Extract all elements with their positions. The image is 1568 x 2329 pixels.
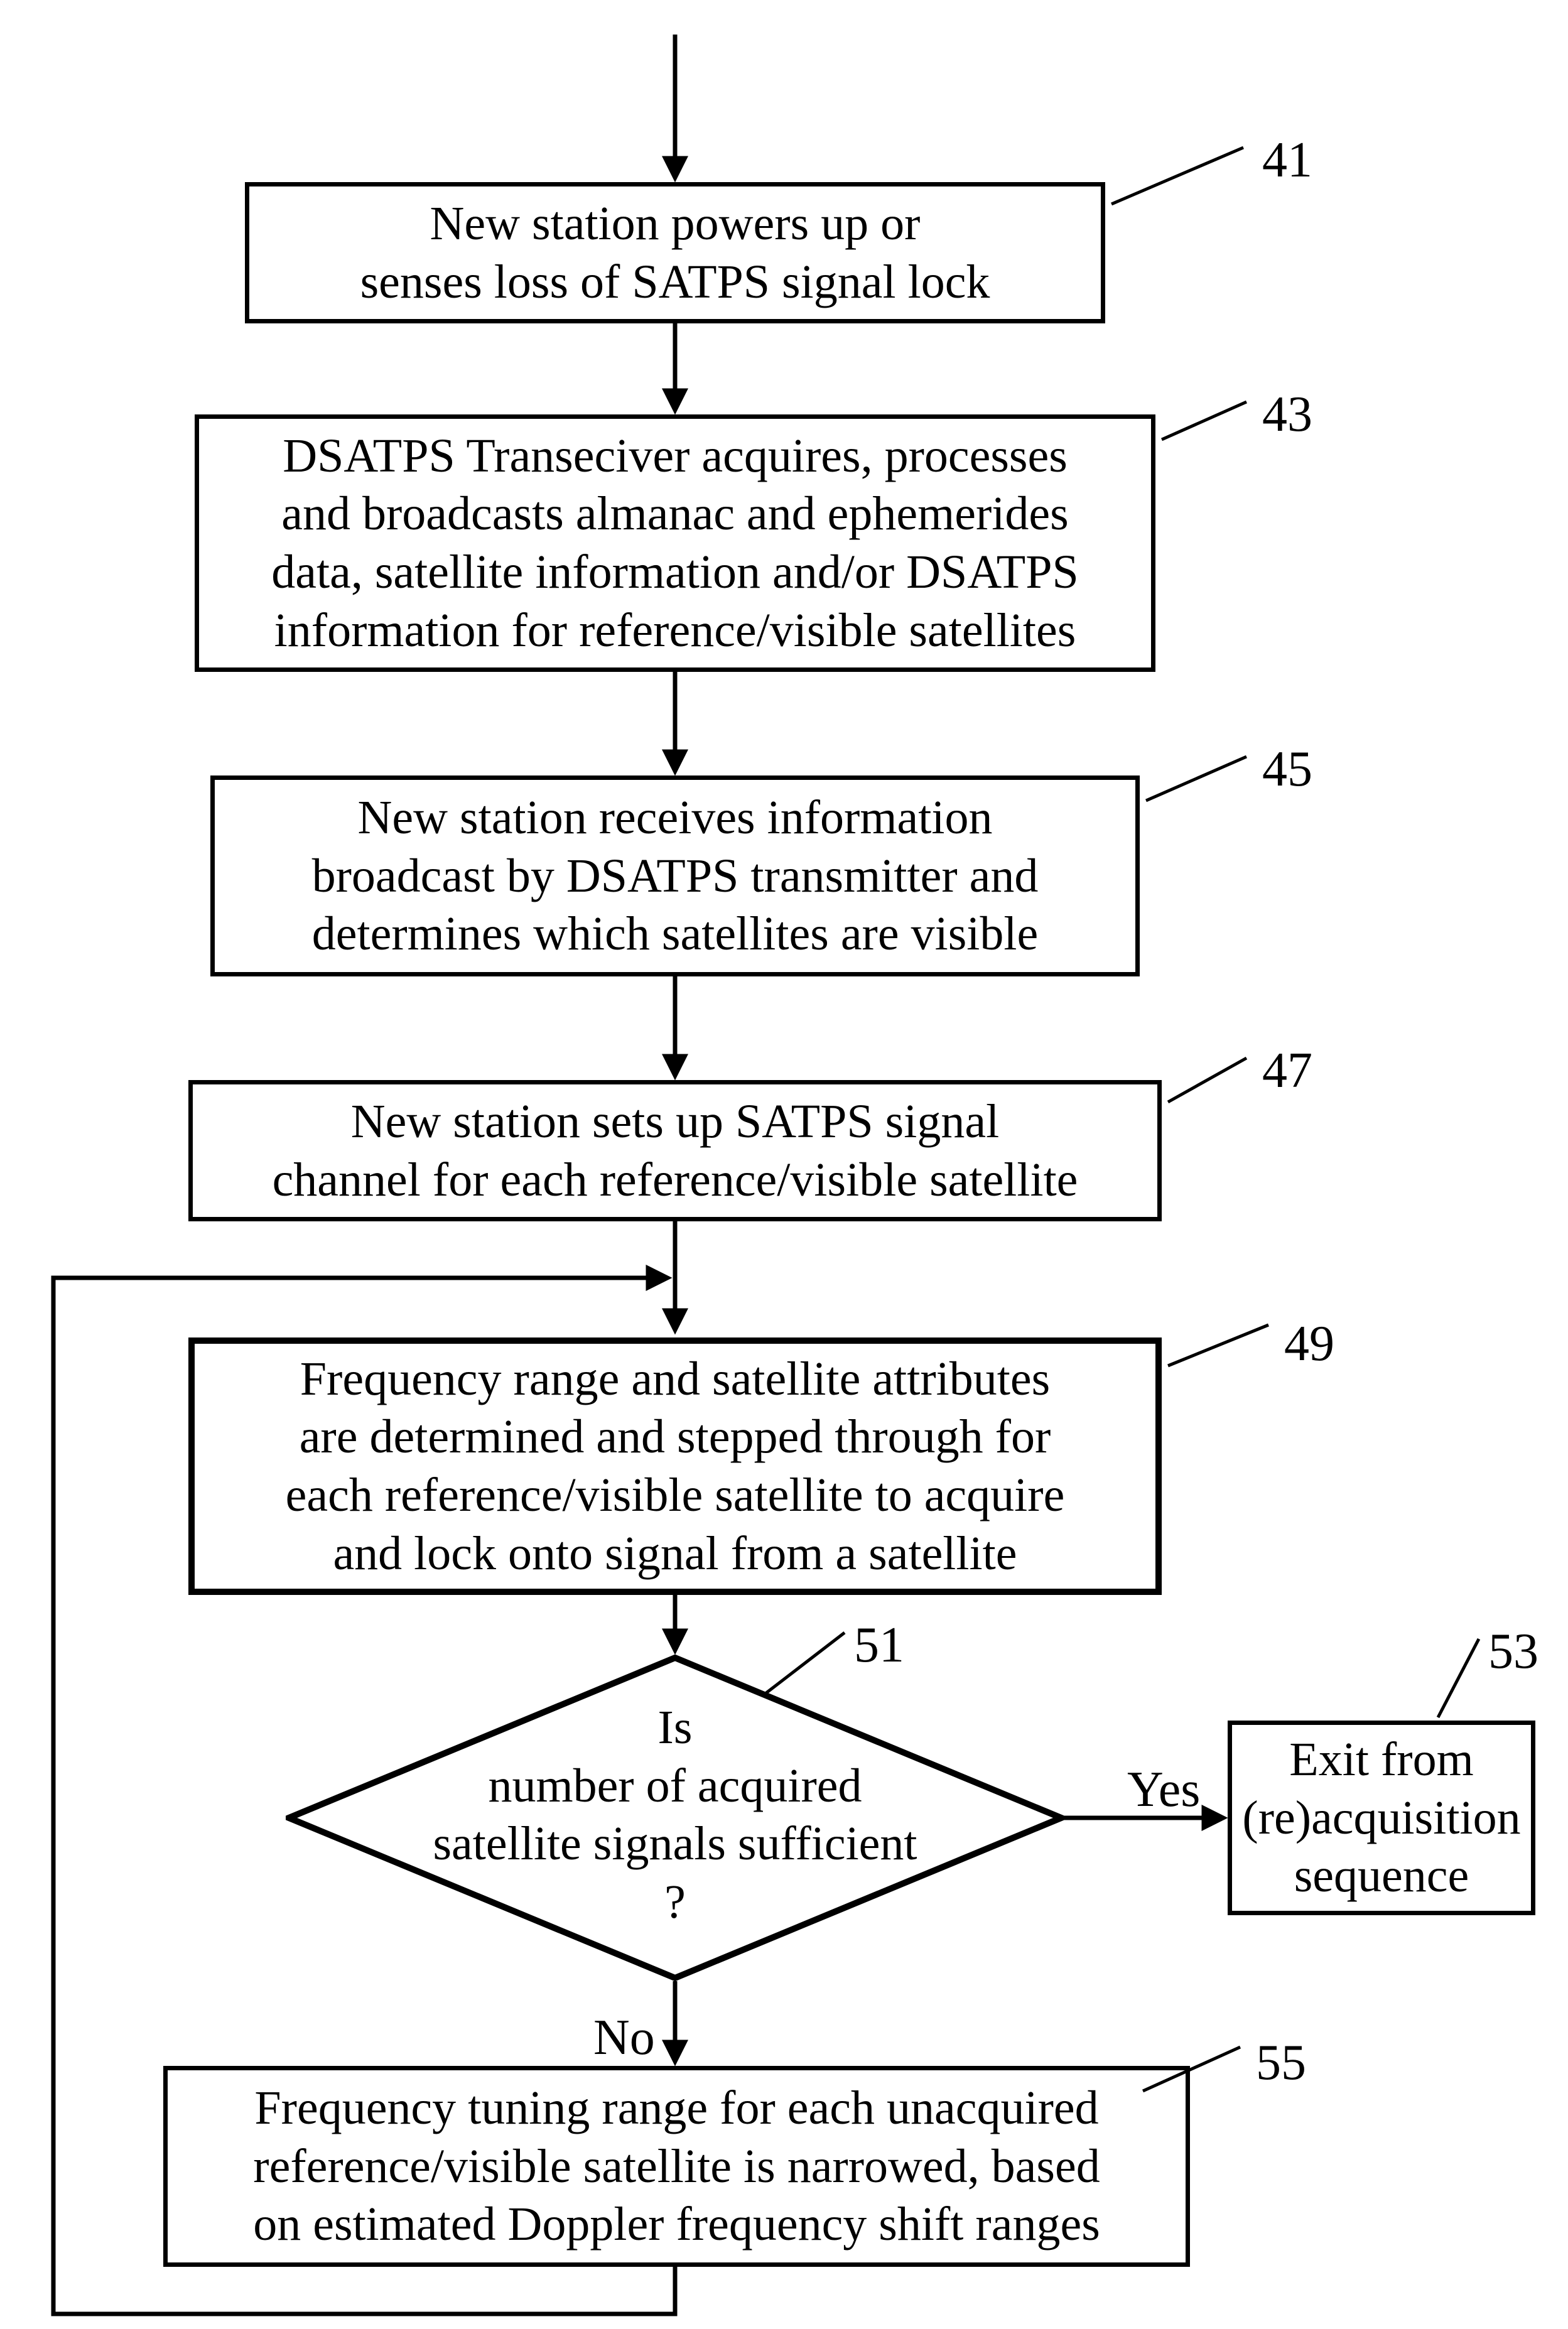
label-41: 41 — [1262, 135, 1312, 185]
node-53-text: Exit from(re)acquisitionsequence — [1242, 1731, 1520, 1905]
node-49: Frequency range and satellite attributes… — [188, 1337, 1162, 1595]
label-53: 53 — [1488, 1626, 1538, 1677]
label-55: 55 — [1256, 2038, 1306, 2088]
node-49-text: Frequency range and satellite attributes… — [286, 1350, 1065, 1583]
node-51-decision: Isnumber of acquiredsatellite signals su… — [286, 1655, 1064, 1981]
node-51-text: Isnumber of acquiredsatellite signals su… — [433, 1701, 917, 1928]
node-41-text: New station powers up orsenses loss of S… — [360, 195, 990, 311]
edge-label-no: No — [593, 2013, 655, 2063]
label-49: 49 — [1284, 1319, 1334, 1369]
flowchart-canvas: New station powers up orsenses loss of S… — [0, 0, 1568, 2329]
node-43: DSATPS Transeciver acquires, processesan… — [195, 414, 1155, 672]
edge-label-yes: Yes — [1127, 1764, 1200, 1815]
node-45-text: New station receives informationbroadcas… — [312, 789, 1039, 963]
label-43: 43 — [1262, 389, 1312, 440]
node-55-text: Frequency tuning range for each unacquir… — [253, 2079, 1100, 2254]
node-55: Frequency tuning range for each unacquir… — [163, 2066, 1190, 2267]
node-43-text: DSATPS Transeciver acquires, processesan… — [271, 427, 1078, 660]
label-47: 47 — [1262, 1046, 1312, 1096]
label-45: 45 — [1262, 744, 1312, 794]
node-41: New station powers up orsenses loss of S… — [245, 182, 1105, 323]
label-51: 51 — [854, 1620, 904, 1670]
node-45: New station receives informationbroadcas… — [210, 775, 1140, 976]
node-47-text: New station sets up SATPS signalchannel … — [273, 1093, 1078, 1209]
node-47: New station sets up SATPS signalchannel … — [188, 1080, 1162, 1221]
node-53: Exit from(re)acquisitionsequence — [1228, 1721, 1535, 1915]
